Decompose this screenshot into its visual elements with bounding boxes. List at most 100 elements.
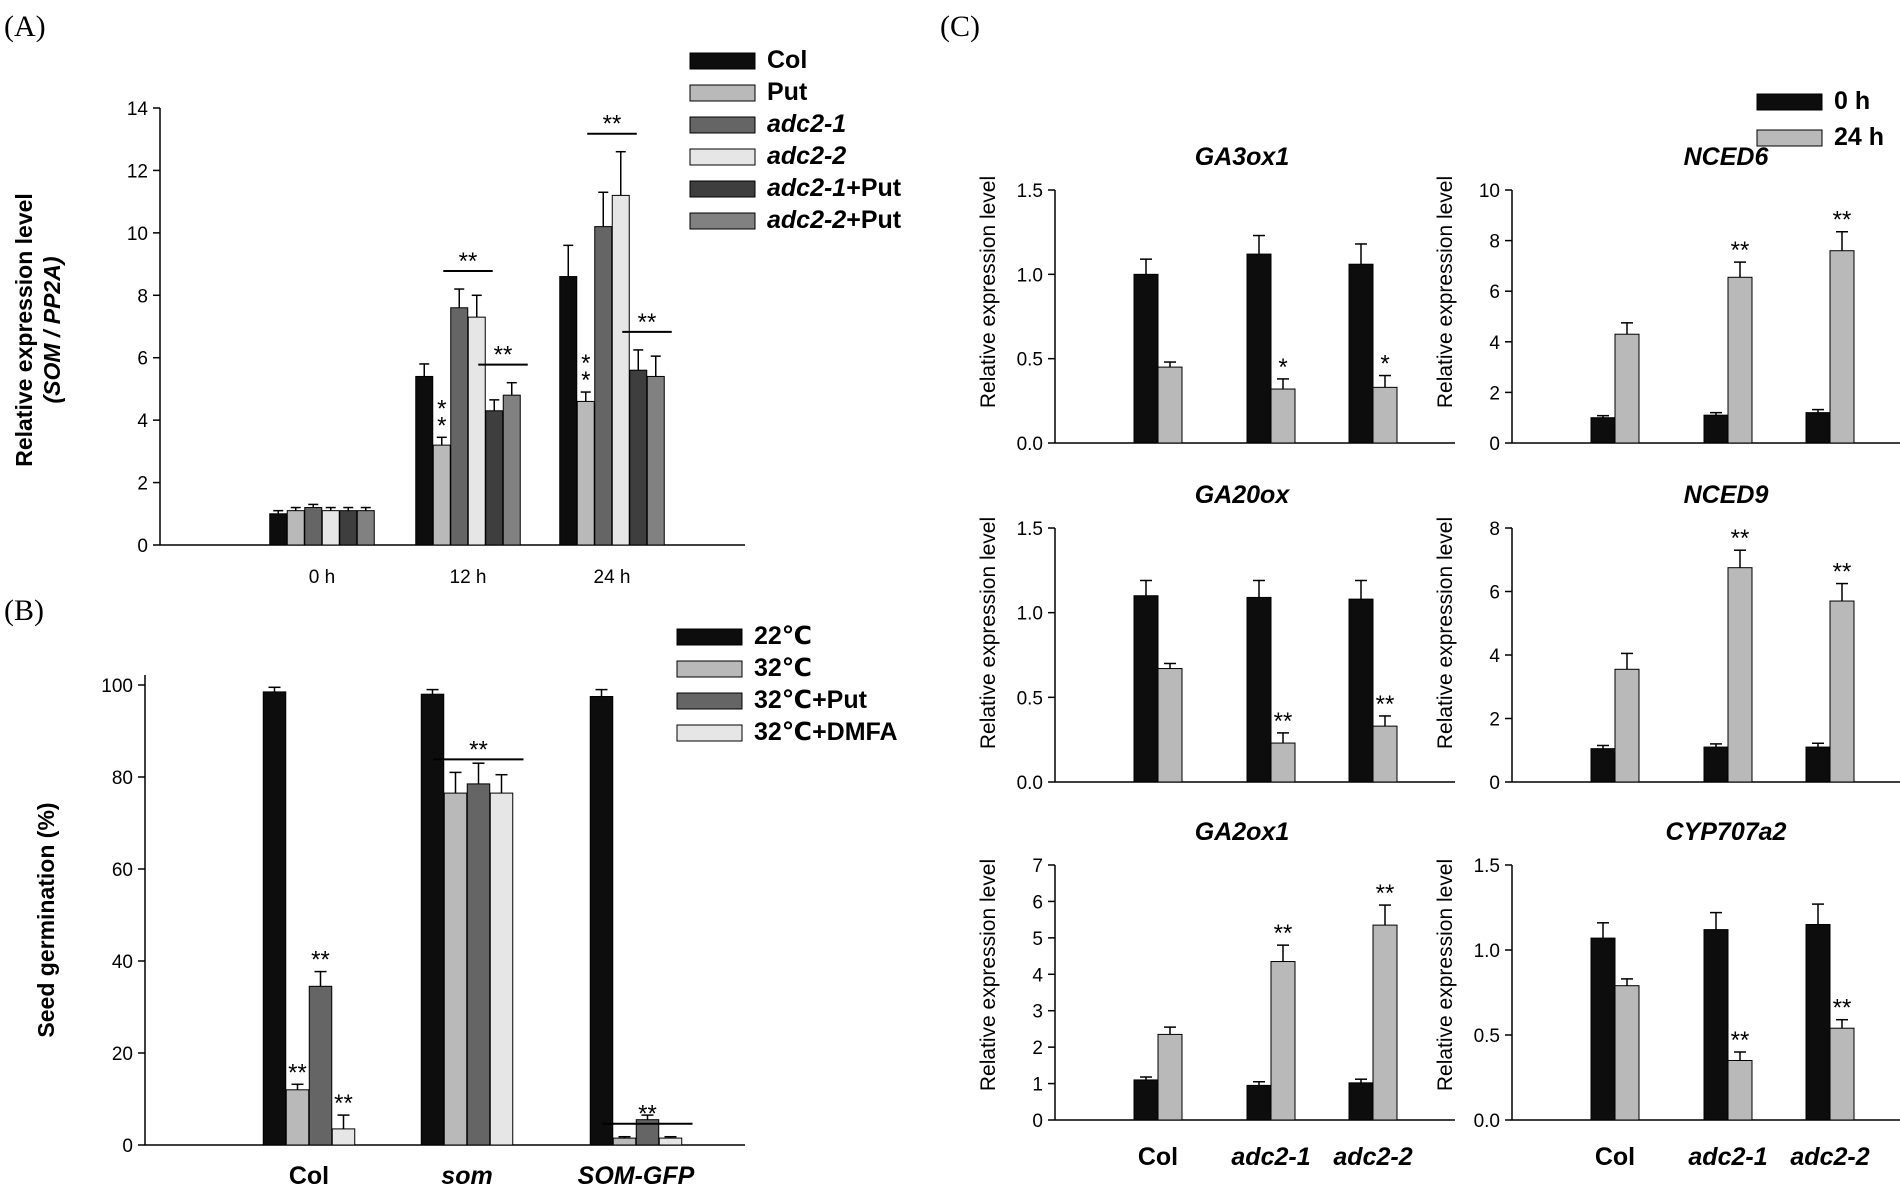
subchart-cyp707a2: 0.0 0.5 1.0 1.5 Relative expression level CYP… bbox=[1434, 818, 1900, 1171]
panel-b-chart: 0 20 40 60 80 100 Seed germination (%) Col som SO… bbox=[33, 622, 898, 1190]
bar-0h bbox=[1348, 263, 1374, 444]
bar bbox=[589, 696, 614, 1146]
bar bbox=[658, 1137, 683, 1146]
subchart-nced6: 0 2 4 6 8 10 Relative expression level NCED6 ** *… bbox=[1434, 143, 1900, 455]
legend-swatch bbox=[676, 724, 743, 742]
bar bbox=[331, 1128, 356, 1146]
y-tick-label: 1.5 bbox=[1017, 181, 1043, 202]
bar bbox=[262, 691, 287, 1146]
bar-24h bbox=[1270, 961, 1296, 1121]
y-tick-label: 80 bbox=[112, 768, 133, 789]
y-tick-label: 1.5 bbox=[1017, 519, 1043, 540]
bar-0h bbox=[1590, 937, 1616, 1121]
significance-marker: ** bbox=[334, 1090, 353, 1117]
legend-label: 24 h bbox=[1834, 123, 1884, 151]
legend-item: 32℃+DMFA bbox=[754, 718, 898, 746]
bar bbox=[612, 1137, 637, 1146]
legend-item: 0 h bbox=[1834, 87, 1870, 115]
bar bbox=[285, 1089, 310, 1146]
significance-marker: ** bbox=[1274, 708, 1293, 735]
panel-a-chart: 0 2 4 6 8 10 12 14 Relative expression level (SOM… bbox=[11, 46, 902, 588]
bar-0h bbox=[1590, 748, 1616, 783]
y-tick-label: 2 bbox=[1489, 383, 1500, 404]
panel-label: (B) bbox=[4, 594, 44, 627]
legend-b: 22℃ 32℃ 32℃+Put 32℃+DMFA bbox=[676, 622, 898, 746]
significance-marker: ** bbox=[459, 248, 478, 275]
bar-0h bbox=[1805, 746, 1831, 783]
y-tick-label: 0.0 bbox=[1017, 773, 1043, 794]
y-tick-label: 0.0 bbox=[1474, 1111, 1500, 1132]
subchart-title: CYP707a2 bbox=[1666, 818, 1787, 846]
significance-marker: ** bbox=[1274, 920, 1293, 947]
y-tick-label: 0 bbox=[122, 1136, 133, 1157]
y-axis-title: Relative expression level bbox=[977, 176, 1000, 408]
bar-24h bbox=[1270, 388, 1296, 444]
x-category-label: Col bbox=[1595, 1143, 1635, 1171]
y-tick-label: 60 bbox=[112, 860, 133, 881]
bar-0h bbox=[1703, 929, 1729, 1121]
bar-24h bbox=[1372, 924, 1398, 1121]
legend-swatch bbox=[676, 692, 743, 710]
significance-marker: ** bbox=[1833, 559, 1852, 586]
bar-24h bbox=[1372, 725, 1398, 783]
bar bbox=[489, 792, 514, 1146]
bar-0h bbox=[1590, 417, 1616, 444]
legend-item: adc2-2+Put bbox=[767, 206, 902, 234]
panel-c-charts: 0.0 0.5 1.0 1.5 Relative expression level GA3… bbox=[977, 87, 1900, 1171]
y-tick-label: 0 bbox=[1489, 434, 1500, 455]
legend-label: Put bbox=[767, 78, 808, 106]
legend-label: 32℃+Put bbox=[754, 686, 868, 714]
significance-marker: * bbox=[1278, 354, 1287, 381]
legend-label: 22℃ bbox=[754, 622, 812, 650]
subchart-ga20ox: 0.0 0.5 1.0 1.5 Relative expression level GA2… bbox=[977, 481, 1455, 794]
panel-label: (C) bbox=[940, 10, 980, 43]
bar-0h bbox=[1348, 1082, 1374, 1121]
significance-marker: ** bbox=[638, 1101, 657, 1128]
bar-0h bbox=[1246, 1084, 1272, 1121]
y-axis-title-2: (SOM / PP2A) bbox=[39, 257, 65, 404]
significance-marker: ** bbox=[1731, 237, 1750, 264]
significance-marker: ** bbox=[603, 111, 622, 138]
y-tick-label: 3 bbox=[1032, 1002, 1043, 1023]
bar bbox=[466, 783, 491, 1146]
subchart-title: NCED9 bbox=[1684, 481, 1769, 509]
bar-0h bbox=[1703, 746, 1729, 783]
significance-marker: ** bbox=[1376, 691, 1395, 718]
significance-marker: * bbox=[581, 367, 590, 394]
y-tick-label: 0.5 bbox=[1474, 1026, 1500, 1047]
legend-item: Put bbox=[767, 78, 808, 106]
y-tick-label: 8 bbox=[137, 286, 148, 307]
significance-marker: ** bbox=[288, 1059, 307, 1086]
y-tick-label: 5 bbox=[1032, 929, 1043, 950]
bar-24h bbox=[1157, 668, 1183, 783]
bar bbox=[443, 792, 468, 1146]
bar-0h bbox=[1133, 595, 1159, 783]
y-tick-label: 0.5 bbox=[1017, 350, 1043, 371]
significance-marker: ** bbox=[1731, 1027, 1750, 1054]
y-tick-label: 6 bbox=[1489, 583, 1500, 604]
bar bbox=[286, 510, 305, 546]
y-tick-label: 8 bbox=[1489, 519, 1500, 540]
bar bbox=[559, 276, 578, 546]
bar-24h bbox=[1829, 600, 1855, 783]
x-tick-label: 24 h bbox=[594, 567, 631, 588]
x-category-label: adc2-2 bbox=[1790, 1143, 1869, 1171]
bar-24h bbox=[1829, 250, 1855, 444]
y-tick-label: 1.0 bbox=[1474, 941, 1500, 962]
legend-swatch bbox=[1756, 129, 1823, 147]
legend-item: adc2-1 bbox=[767, 110, 846, 138]
y-tick-label: 0 bbox=[1032, 1111, 1043, 1132]
y-tick-label: 12 bbox=[127, 161, 148, 182]
subchart-title: GA3ox1 bbox=[1195, 143, 1289, 171]
significance-marker: ** bbox=[1833, 995, 1852, 1022]
y-axis-title: Relative expression level bbox=[11, 193, 37, 467]
bar bbox=[485, 410, 504, 546]
bar bbox=[420, 693, 445, 1146]
bar-24h bbox=[1727, 567, 1753, 783]
legend-swatch bbox=[689, 52, 756, 70]
y-tick-label: 0 bbox=[137, 536, 148, 557]
significance-marker: ** bbox=[638, 309, 657, 336]
legend-item: 22℃ bbox=[754, 622, 812, 650]
legend-swatch bbox=[689, 116, 756, 134]
bar bbox=[339, 510, 358, 546]
